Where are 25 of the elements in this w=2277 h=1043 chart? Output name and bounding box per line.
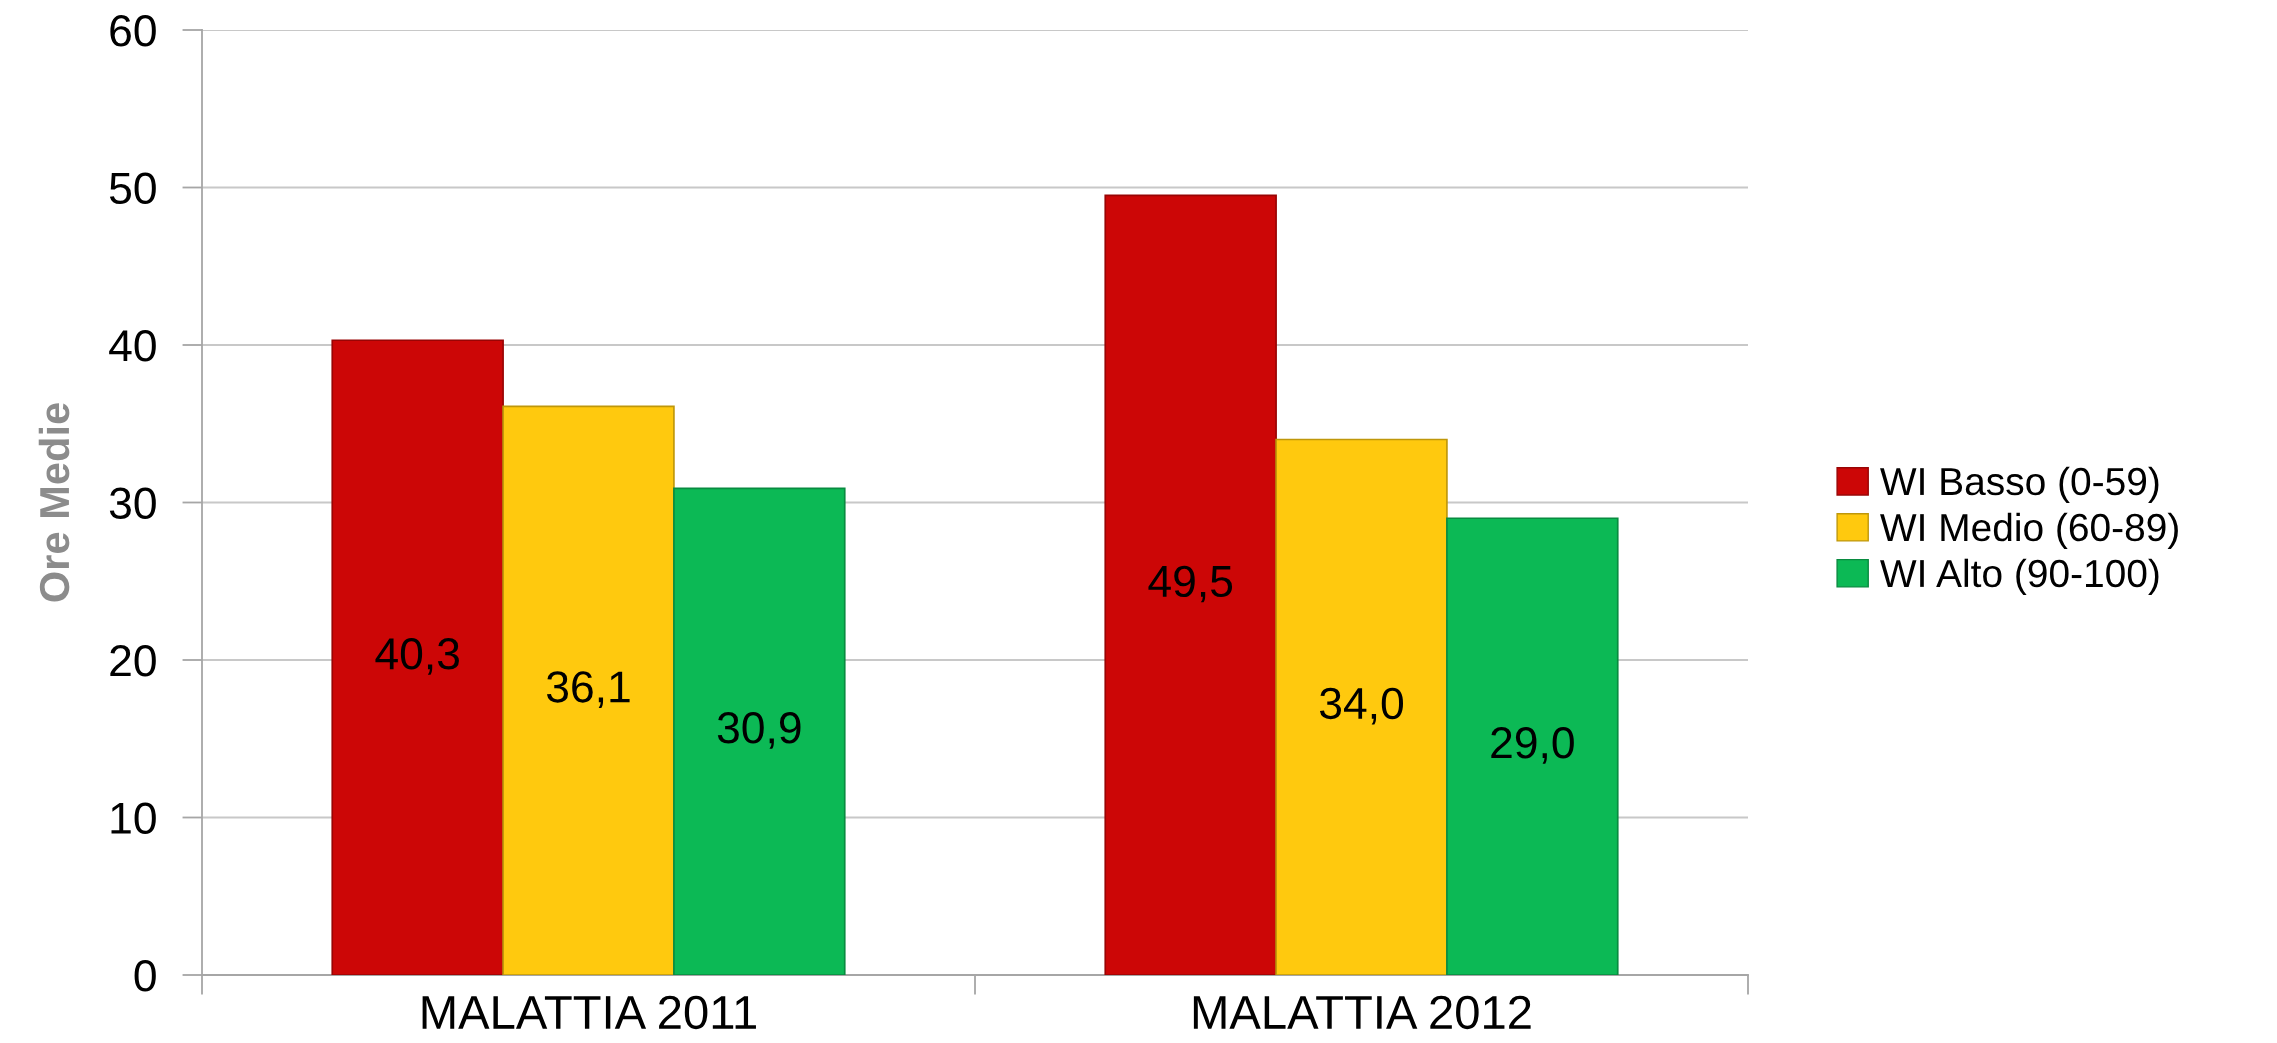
bar	[1446, 517, 1619, 975]
x-tick-label: MALATTIA 2012	[1193, 995, 1531, 1030]
bar	[673, 487, 846, 975]
data-label: 34,0	[1319, 687, 1404, 725]
data-label: 40,3	[375, 638, 459, 675]
legend-label: WI Medio (60-89)	[1880, 512, 2178, 549]
legend-label: WI Basso (0-59)	[1880, 466, 2159, 503]
y-tick-label: 40	[109, 330, 156, 362]
y-tick-label: 0	[134, 960, 156, 992]
x-tick-label: MALATTIA 2011	[422, 995, 756, 1030]
y-tick-label: 60	[110, 15, 156, 47]
bar	[502, 405, 675, 975]
data-label: 49,5	[1148, 565, 1233, 603]
y-tick-label: 30	[109, 487, 156, 520]
data-label: 36,1	[546, 671, 630, 708]
y-axis-title: Ore Medie	[38, 403, 70, 602]
y-tick-label: 10	[111, 802, 156, 835]
bar	[331, 339, 504, 975]
bar	[1104, 194, 1277, 975]
data-label: 29,0	[1491, 727, 1574, 764]
y-tick-label: 50	[109, 172, 156, 205]
bar	[1275, 438, 1448, 975]
legend-label: WI Alto (90-100)	[1880, 558, 2159, 595]
data-label: 30,9	[717, 712, 801, 749]
y-tick-label: 20	[110, 645, 156, 677]
